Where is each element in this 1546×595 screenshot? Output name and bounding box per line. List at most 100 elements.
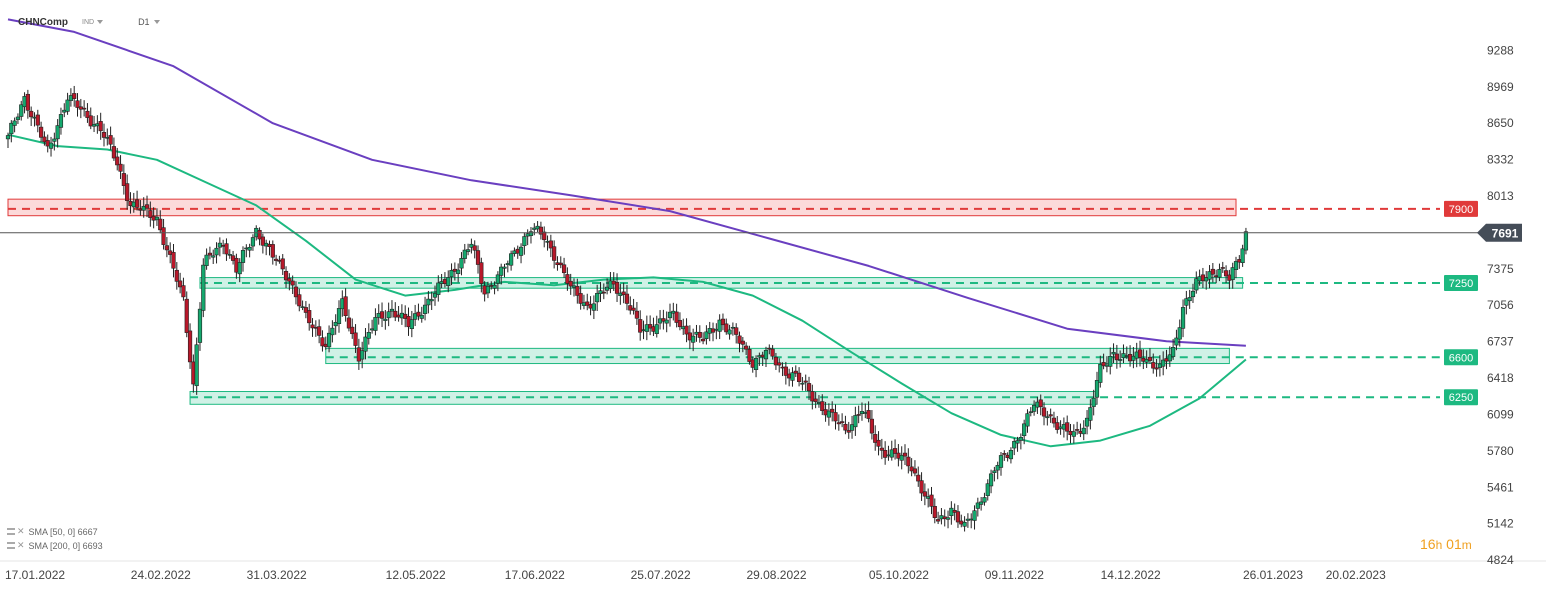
candle-bearish[interactable] <box>929 494 934 507</box>
candle-bullish[interactable] <box>1167 354 1172 362</box>
candle-bearish[interactable] <box>1002 453 1007 455</box>
candle-bullish[interactable] <box>456 269 461 274</box>
candle-bullish[interactable] <box>211 255 216 258</box>
support-resistance-zone[interactable] <box>7 198 1237 217</box>
candle-bullish[interactable] <box>201 264 206 311</box>
candle-bearish[interactable] <box>648 324 653 329</box>
candle-bullish[interactable] <box>1081 427 1086 435</box>
candle-bullish[interactable] <box>5 135 11 140</box>
candle-bearish[interactable] <box>684 325 689 335</box>
candle-bearish[interactable] <box>224 243 229 255</box>
candle-bearish[interactable] <box>101 132 107 138</box>
candle-bullish[interactable] <box>1144 359 1149 363</box>
candle-bearish[interactable] <box>866 410 871 419</box>
candle-bearish[interactable] <box>317 326 322 336</box>
candle-bullish[interactable] <box>509 253 514 266</box>
candle-bearish[interactable] <box>631 307 636 311</box>
candle-bearish[interactable] <box>578 293 583 304</box>
candle-bearish[interactable] <box>796 372 802 382</box>
candle-bearish[interactable] <box>552 246 557 261</box>
candle-bullish[interactable] <box>800 382 805 385</box>
candle-bearish[interactable] <box>806 383 812 392</box>
candle-bearish[interactable] <box>184 298 189 333</box>
candle-bullish[interactable] <box>1187 297 1192 302</box>
candle-bearish[interactable] <box>35 114 40 126</box>
candle-bullish[interactable] <box>330 327 335 336</box>
candle-bearish[interactable] <box>134 199 140 208</box>
candle-bullish[interactable] <box>383 318 388 321</box>
candle-bearish[interactable] <box>353 332 358 346</box>
candle-bearish[interactable] <box>744 345 749 350</box>
candle-bullish[interactable] <box>528 231 534 236</box>
candle-bullish[interactable] <box>154 216 160 221</box>
candle-bearish[interactable] <box>1051 417 1057 424</box>
candle-bearish[interactable] <box>115 156 120 166</box>
candle-bearish[interactable] <box>379 311 385 319</box>
candle-bearish[interactable] <box>737 335 742 344</box>
remove-indicator-icon[interactable]: ✕ <box>17 526 25 536</box>
candle-bullish[interactable] <box>214 247 219 256</box>
indicator-settings-icon[interactable] <box>7 528 15 535</box>
candle-bearish[interactable] <box>830 408 835 413</box>
candle-bearish[interactable] <box>310 324 315 329</box>
candle-bullish[interactable] <box>459 258 464 269</box>
candle-bearish[interactable] <box>280 258 285 270</box>
candle-bearish[interactable] <box>810 391 815 402</box>
candle-bullish[interactable] <box>704 331 709 339</box>
candle-bullish[interactable] <box>962 522 967 527</box>
candle-bullish[interactable] <box>426 298 431 306</box>
candle-bearish[interactable] <box>472 245 477 251</box>
candle-bullish[interactable] <box>360 350 365 360</box>
candle-bullish[interactable] <box>1184 298 1189 306</box>
candle-bearish[interactable] <box>343 296 348 317</box>
candle-bullish[interactable] <box>1240 248 1245 264</box>
candle-bearish[interactable] <box>82 107 87 110</box>
candle-bullish[interactable] <box>717 319 722 332</box>
indicator-settings-icon[interactable] <box>7 542 15 549</box>
candle-bullish[interactable] <box>15 116 21 120</box>
candle-bearish[interactable] <box>297 294 302 307</box>
candle-bearish[interactable] <box>1075 429 1080 431</box>
candle-bearish[interactable] <box>624 293 630 304</box>
candle-bearish[interactable] <box>869 418 875 434</box>
candle-bearish[interactable] <box>846 430 851 433</box>
candle-bullish[interactable] <box>988 473 994 487</box>
candle-bullish[interactable] <box>429 299 434 302</box>
candle-bearish[interactable] <box>98 121 103 132</box>
candle-bullish[interactable] <box>1177 327 1182 340</box>
candle-bullish[interactable] <box>992 470 997 473</box>
candle-bullish[interactable] <box>247 246 252 251</box>
candle-bullish[interactable] <box>1091 397 1096 407</box>
candle-bullish[interactable] <box>58 114 64 128</box>
candle-bearish[interactable] <box>565 274 570 284</box>
candle-bearish[interactable] <box>42 136 47 143</box>
candle-bullish[interactable] <box>363 336 368 352</box>
symbol-dropdown-chevron-icon[interactable] <box>97 20 104 24</box>
candle-bullish[interactable] <box>1243 231 1249 251</box>
candle-bearish[interactable] <box>260 236 265 246</box>
candle-bullish[interactable] <box>654 324 659 334</box>
candle-bearish[interactable] <box>118 163 123 172</box>
candle-bearish[interactable] <box>912 468 918 474</box>
symbol-name[interactable]: CHNComp <box>18 16 68 28</box>
candle-bearish[interactable] <box>287 278 292 282</box>
candle-bullish[interactable] <box>1015 440 1020 444</box>
candle-bullish[interactable] <box>449 270 454 278</box>
candle-bullish[interactable] <box>1108 356 1113 367</box>
candle-bullish[interactable] <box>1045 416 1050 419</box>
candle-bullish[interactable] <box>522 236 527 247</box>
candle-bearish[interactable] <box>724 323 729 333</box>
candle-bearish[interactable] <box>187 330 193 363</box>
candle-bearish[interactable] <box>922 491 927 497</box>
candle-bearish[interactable] <box>770 348 775 357</box>
candle-bullish[interactable] <box>826 410 831 418</box>
candle-bullish[interactable] <box>197 308 203 343</box>
candle-bullish[interactable] <box>432 293 438 298</box>
candle-bullish[interactable] <box>250 237 256 247</box>
sma-200-line[interactable] <box>7 18 1246 347</box>
candle-bullish[interactable] <box>1094 380 1100 398</box>
candle-bullish[interactable] <box>204 254 209 266</box>
candle-bullish[interactable] <box>1025 413 1030 427</box>
candle-bullish[interactable] <box>849 424 855 431</box>
